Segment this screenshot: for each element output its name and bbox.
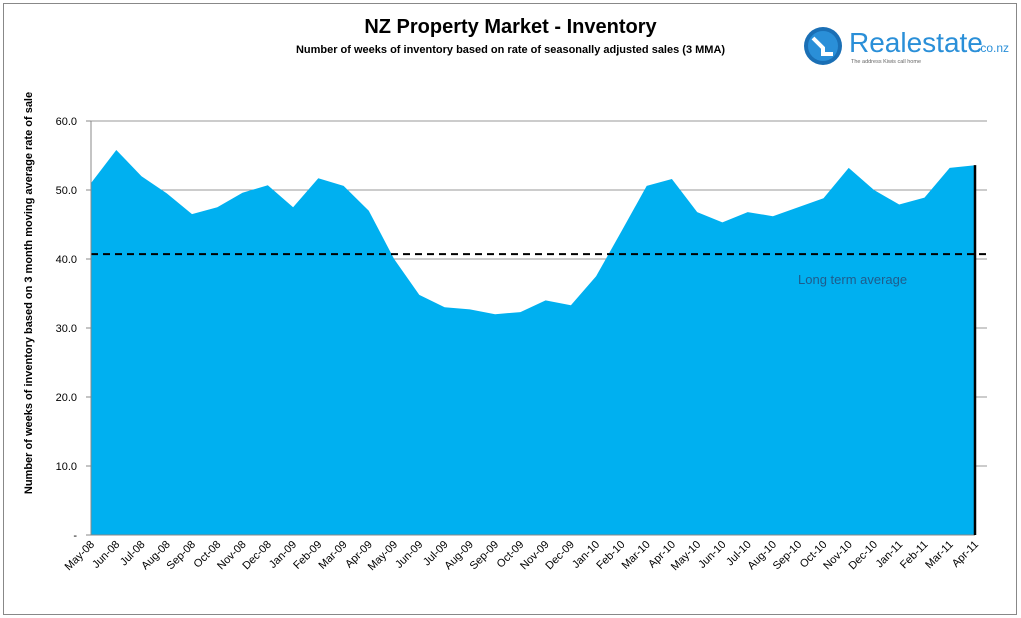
chart-subtitle: Number of weeks of inventory based on ra… <box>295 44 726 56</box>
x-tick-label: Jun-09 <box>393 539 425 571</box>
x-tick-label: Mar-10 <box>620 539 653 572</box>
y-tick-label: - <box>73 530 77 542</box>
x-tick-label: May-08 <box>63 539 97 573</box>
svg-text:.co.nz: .co.nz <box>977 41 1009 55</box>
y-tick-label: 20.0 <box>56 392 77 404</box>
y-tick-label: 30.0 <box>56 323 77 335</box>
long-term-average-label: Long term average <box>798 272 907 287</box>
svg-text:The address Kiwis call home: The address Kiwis call home <box>851 59 921 65</box>
svg-text:Realestate: Realestate <box>849 27 983 58</box>
inventory-area <box>91 150 975 535</box>
y-tick-label: 60.0 <box>56 116 77 128</box>
x-tick-label: Jun-08 <box>90 539 122 571</box>
x-tick-label: Mar-09 <box>317 539 350 572</box>
x-tick-label: Dec-10 <box>847 539 881 573</box>
y-tick-label: 50.0 <box>56 185 77 197</box>
y-axis-label: Number of weeks of inventory based on 3 … <box>23 92 35 494</box>
x-tick-label: Dec-08 <box>240 539 274 573</box>
x-tick-label: Sep-08 <box>165 539 199 573</box>
x-tick-label: Dec-09 <box>543 539 577 573</box>
y-tick-label: 10.0 <box>56 461 77 473</box>
x-tick-label: Apr-11 <box>950 539 981 570</box>
x-tick-label: Sep-10 <box>771 539 805 573</box>
x-tick-label: Sep-09 <box>468 539 502 573</box>
x-tick-label: Mar-11 <box>923 539 956 572</box>
x-tick-label: Jun-10 <box>696 539 728 571</box>
chart-title: NZ Property Market - Inventory <box>364 16 657 38</box>
y-tick-label: 40.0 <box>56 254 77 266</box>
realestate-logo: Realestate .co.nz The address Kiwis call… <box>804 27 1009 65</box>
